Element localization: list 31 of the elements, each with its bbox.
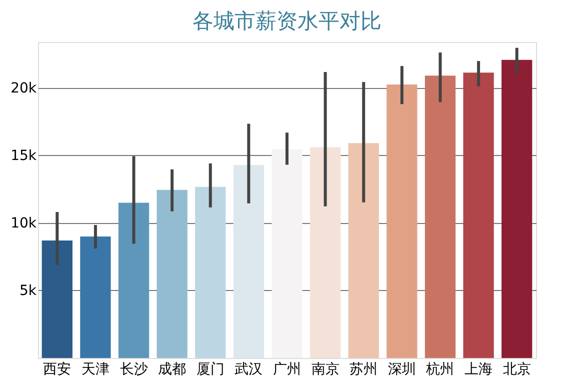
bar — [348, 143, 379, 358]
chart-title: 各城市薪资水平对比 — [192, 9, 382, 33]
x-tick-label: 南京 — [311, 362, 340, 378]
x-tick-label: 厦门 — [196, 362, 224, 378]
y-tick-label: 20k — [10, 80, 38, 96]
bar — [310, 147, 341, 358]
bar — [272, 149, 302, 358]
y-tick-label: 10k — [10, 215, 38, 232]
x-tick-label: 杭州 — [425, 362, 454, 378]
bar — [118, 202, 150, 358]
x-tick-label: 成都 — [158, 362, 186, 378]
bar — [195, 186, 226, 358]
x-tick-label: 天津 — [81, 362, 110, 378]
bar — [156, 190, 188, 358]
x-tick-label: 深圳 — [388, 362, 416, 378]
x-tick-label: 长沙 — [120, 362, 148, 378]
x-tick-label: 上海 — [464, 362, 493, 378]
bar — [42, 240, 72, 358]
y-tick-label: 5k — [19, 282, 38, 299]
x-tick-label: 武汉 — [234, 362, 263, 378]
bar — [233, 165, 264, 358]
x-tick-label: 北京 — [502, 362, 531, 378]
y-tick-label: 15k — [10, 148, 38, 164]
bar — [502, 60, 532, 358]
bar — [386, 84, 418, 358]
bar — [80, 236, 111, 358]
x-tick-label: 广州 — [273, 362, 301, 378]
bar — [463, 72, 494, 358]
x-tick-label: 苏州 — [350, 362, 378, 378]
bar — [424, 76, 456, 358]
x-tick-label: 西安 — [43, 362, 72, 378]
